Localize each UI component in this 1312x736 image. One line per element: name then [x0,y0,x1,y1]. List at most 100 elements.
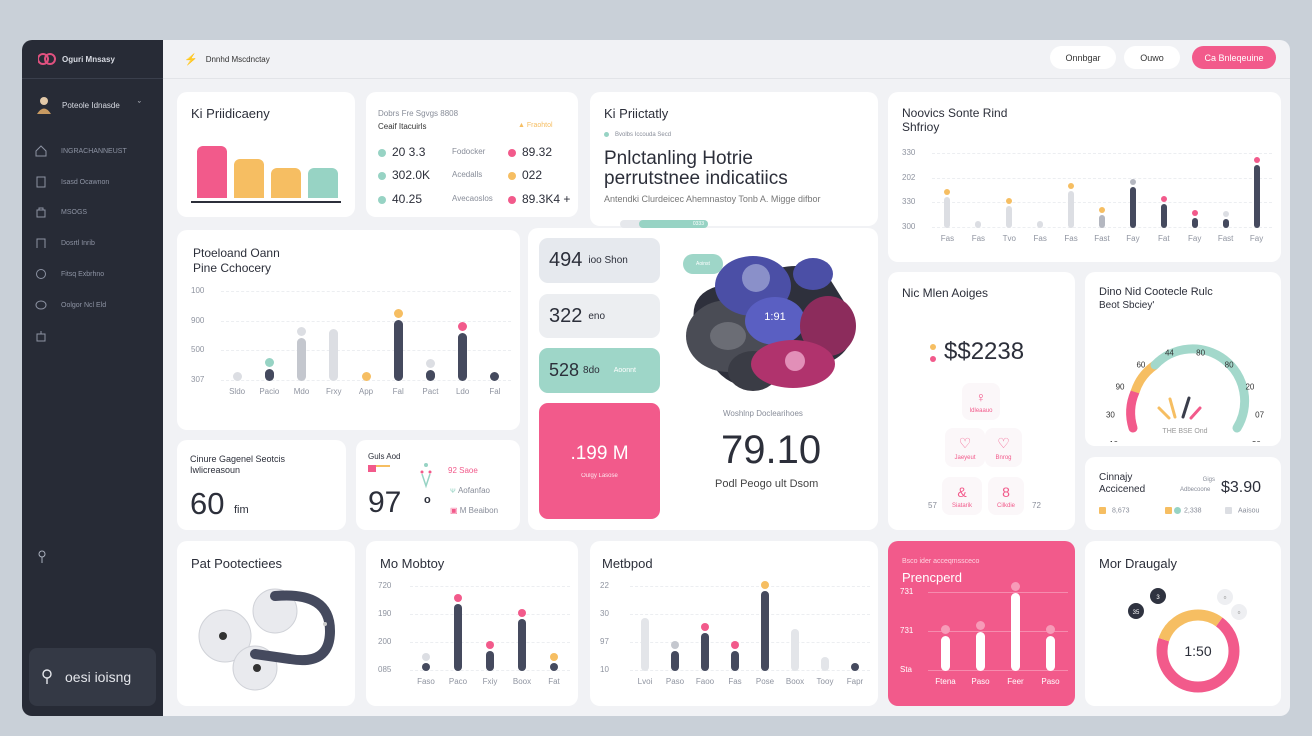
bar[interactable] [641,617,649,671]
bar[interactable] [264,368,274,381]
sidebar-item-chat[interactable]: Oolgor Ncl Eld [35,299,106,311]
stat-tile[interactable]: 322 eno [539,294,660,338]
icon-tile[interactable]: ♀ Idleaauo [962,383,1000,420]
bar[interactable] [307,168,338,198]
stat-value: 40.25 [392,192,423,206]
donut-segment-pink[interactable] [1156,609,1240,693]
bubble[interactable] [1231,604,1247,620]
bar[interactable] [233,159,264,198]
bar[interactable] [1037,220,1044,228]
icon-tile[interactable]: & Siatarik [942,477,982,515]
icon-tile[interactable]: 8 Cilkdie [988,477,1024,515]
bar[interactable] [701,632,709,671]
icon-tile[interactable]: ♡ Jaeyeut [945,428,985,467]
metric-value: 60 [190,486,225,521]
bar[interactable] [1046,635,1055,671]
bar[interactable] [425,370,435,381]
bar[interactable] [270,168,301,198]
orange-dot [930,344,936,350]
header-primary-button[interactable]: Ca Bnleqeuine [1192,46,1276,69]
bar[interactable] [1129,187,1136,228]
y-tick-label: 731 [900,626,914,635]
progress-fill: 0333 [639,220,708,228]
bottom-button[interactable]: oesi ioisng [29,648,156,706]
bar[interactable] [941,635,950,671]
bubble[interactable] [1128,603,1144,619]
bubble[interactable] [1150,588,1166,604]
bar[interactable] [1253,165,1260,228]
card-title-2: Iwlicreasoun [190,465,241,475]
bar[interactable] [329,329,339,381]
bar[interactable] [518,618,526,671]
bar[interactable] [975,220,982,228]
sidebar-item-robot[interactable] [35,330,61,342]
sidebar-item-documents[interactable]: Isasd Ocawnon [35,176,109,188]
bar[interactable] [1099,214,1105,228]
bar[interactable] [851,663,859,671]
legend-swatch-orange [1165,507,1172,514]
stat-tile[interactable]: 494 ioo Shon [539,238,660,283]
bar-cap-dot [1006,197,1013,204]
bar[interactable] [550,663,558,671]
user-menu[interactable]: Poteole Idnasde ˇ [36,96,141,114]
bar[interactable] [232,372,242,381]
sidebar-item-msogs[interactable]: MSOGS [35,206,87,218]
card-title: Ki Priictatly [604,106,669,121]
bar[interactable] [671,651,679,671]
bar[interactable] [821,657,829,671]
bar[interactable] [1222,219,1229,228]
bar-cap-dot [264,357,274,367]
stat-tile-highlight[interactable]: .199 M Oulgy Lasose [539,403,660,519]
gridline [630,614,870,615]
bar-cap-dot [393,309,403,319]
sidebar-item-globe[interactable]: Fitsq Exbrhno [35,268,104,280]
bar[interactable] [454,603,462,671]
bar[interactable] [944,196,951,228]
bar[interactable] [486,650,494,671]
bar[interactable] [196,146,227,198]
bar[interactable] [731,651,739,671]
bar[interactable] [393,320,403,381]
donut-segment-orange[interactable] [1156,609,1240,693]
bar[interactable] [490,372,500,381]
bar-cap-dot [1160,196,1167,203]
stat-tile[interactable]: 528 8do Aoonnt [539,348,660,393]
x-tick-label: Pacio [259,387,280,396]
card-title-2: Pine Cchocery [193,261,272,275]
branch-icon [420,463,432,489]
chat-icon [35,300,47,310]
icon-tile-label: Jaeyeut [954,454,976,461]
bar[interactable] [1068,191,1075,228]
gauge-tick-label: 30 [1252,440,1261,442]
bar[interactable] [1191,217,1198,228]
gridline [221,291,511,292]
card-title: Mor Draugaly [1099,556,1178,571]
bar[interactable] [976,632,985,671]
x-tick-label: Fay [1188,234,1202,243]
icon-tile-label: Siatarik [951,502,972,509]
card-tag: Bvolbs Iccouda Secd [615,132,672,139]
x-tick-label: Fal [392,387,404,396]
bar[interactable] [458,332,468,381]
card-subtitle: Bsco ider acceqmssceco [902,558,980,565]
pin-icon[interactable] [37,550,47,564]
bubble[interactable] [1217,589,1233,605]
floating-badge: Aoinst [683,254,723,274]
bar[interactable] [1006,205,1013,228]
x-tick-label: Lvoi [637,677,653,686]
bar[interactable] [422,663,430,671]
teal-dot [378,195,386,204]
icon-tile[interactable]: ♡ Bnrog [985,428,1022,467]
bar[interactable] [761,590,769,671]
sidebar-item-home[interactable]: INGRACHANNEUST [35,145,127,157]
bar[interactable] [1011,593,1020,671]
y-tick-label: 330 [902,197,916,207]
header-button-1[interactable]: Onnbgar [1050,46,1116,69]
logo[interactable]: Oguri Mnsasy [38,52,115,66]
bar[interactable] [1160,204,1167,228]
bar[interactable] [297,338,307,381]
bar[interactable] [361,372,371,381]
sidebar-item-door[interactable]: Dosrtl Inrib [35,237,95,249]
header-button-2[interactable]: Ouwo [1124,46,1180,69]
bar[interactable] [791,629,799,671]
